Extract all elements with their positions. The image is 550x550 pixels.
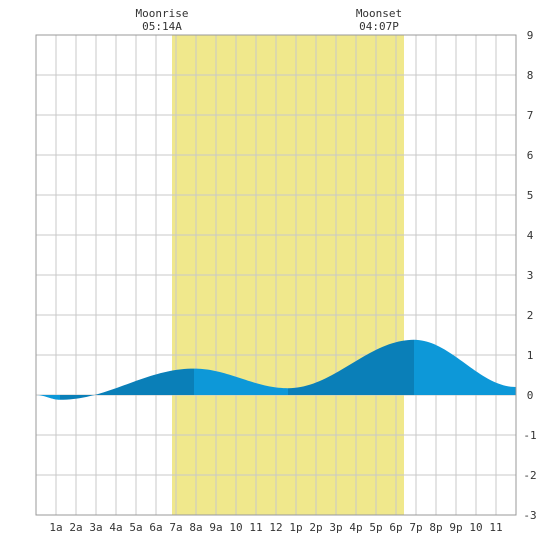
x-tick-label: 11: [249, 521, 262, 534]
tide-band-light: [36, 395, 60, 400]
x-tick-label: 7p: [409, 521, 422, 534]
x-tick-label: 1a: [49, 521, 62, 534]
tide-area: [36, 339, 516, 400]
x-tick-label: 7a: [169, 521, 182, 534]
x-tick-label: 11: [489, 521, 502, 534]
moonset-label: Moonset: [356, 7, 402, 20]
y-tick-label: 3: [527, 269, 534, 282]
y-tick-label: 5: [527, 189, 534, 202]
y-tick-label: 4: [527, 229, 534, 242]
x-tick-label: 9a: [209, 521, 222, 534]
y-tick-label: 1: [527, 349, 534, 362]
moonrise-time: 05:14A: [142, 20, 182, 33]
x-tick-labels: 1a 2a 3a 4a 5a 6a 7a 8a 9a 10 11 12 1p 2p 3p 4p 5p 6p 7p 8p…: [49, 521, 502, 534]
y-tick-label: -2: [523, 469, 536, 482]
x-tick-label: 10: [469, 521, 482, 534]
x-tick-label: 4a: [109, 521, 122, 534]
x-tick-label: 3p: [329, 521, 342, 534]
x-tick-label: 12: [269, 521, 282, 534]
moonset-time: 04:07P: [359, 20, 399, 33]
y-tick-label: -3: [523, 509, 536, 522]
y-tick-label: 7: [527, 109, 534, 122]
y-tick-label: 2: [527, 309, 534, 322]
x-tick-label: 2a: [69, 521, 82, 534]
x-tick-label: 8p: [429, 521, 442, 534]
x-tick-label: 1p: [289, 521, 302, 534]
tide-band-dark: [288, 339, 414, 395]
x-tick-label: 8a: [189, 521, 202, 534]
x-tick-label: 5a: [129, 521, 142, 534]
x-tick-label: 10: [229, 521, 242, 534]
grid-lines: [36, 35, 516, 515]
x-tick-label: 6a: [149, 521, 162, 534]
x-tick-label: 3a: [89, 521, 102, 534]
y-tick-labels: -3 -2 -1 0 1 2 3 4 5 6 7 8 9: [523, 29, 536, 522]
y-tick-label: -1: [523, 429, 536, 442]
moonrise-label: Moonrise: [136, 7, 189, 20]
y-tick-label: 9: [527, 29, 534, 42]
x-tick-label: 9p: [449, 521, 462, 534]
x-tick-label: 2p: [309, 521, 322, 534]
x-tick-label: 6p: [389, 521, 402, 534]
tide-band-dark: [60, 368, 194, 400]
x-tick-label: 4p: [349, 521, 362, 534]
y-tick-label: 8: [527, 69, 534, 82]
moonrise-annotation: Moonrise 05:14A: [136, 7, 189, 33]
y-tick-label: 6: [527, 149, 534, 162]
plot-border: [35, 34, 517, 516]
y-tick-label: 0: [527, 389, 534, 402]
tide-band-light: [414, 339, 516, 395]
tide-band-light: [194, 368, 288, 395]
x-tick-label: 5p: [369, 521, 382, 534]
moonset-annotation: Moonset 04:07P: [356, 7, 402, 33]
